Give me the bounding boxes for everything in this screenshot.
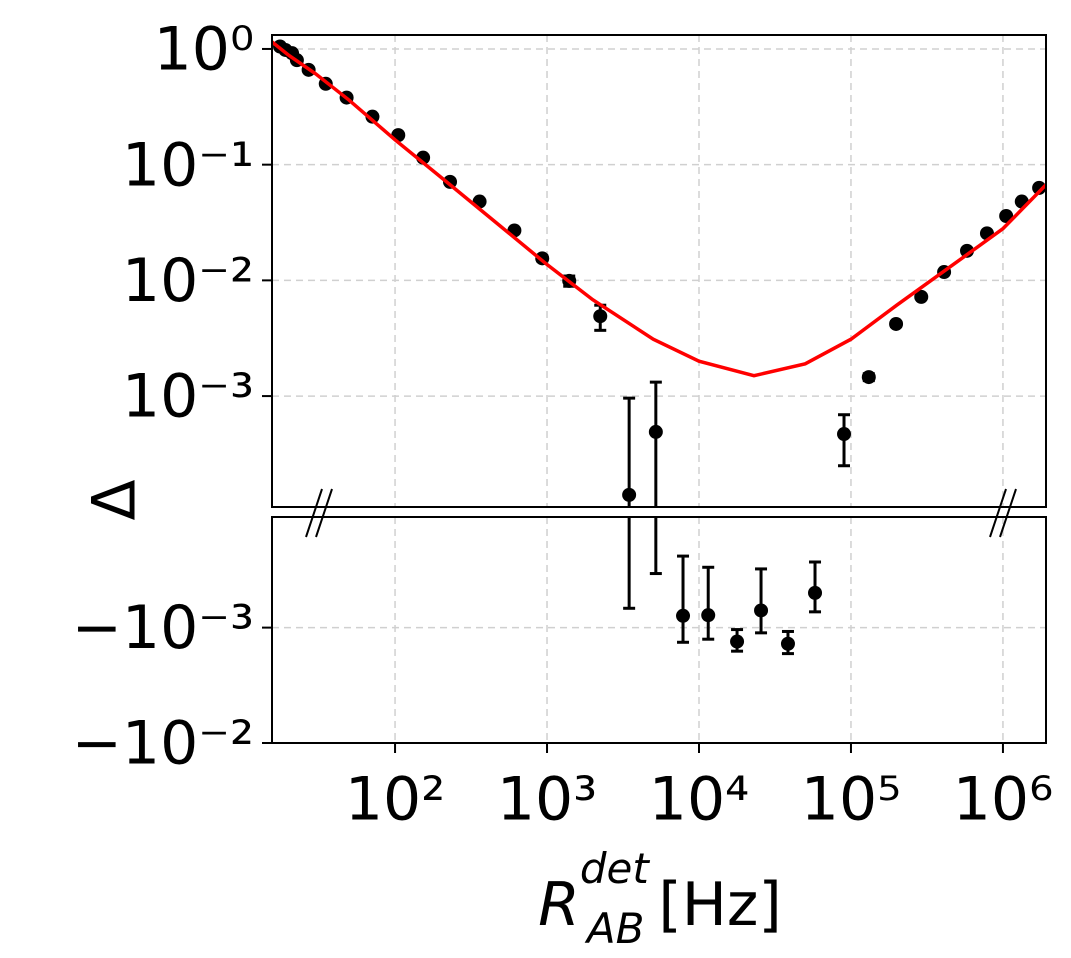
y-axis-label: Δ <box>80 479 150 520</box>
data-point <box>730 634 745 649</box>
grid <box>272 35 1046 744</box>
data-point <box>914 289 929 304</box>
x-tick-label: 10⁵ <box>801 765 901 835</box>
y-tick-label: −10⁻² <box>72 709 254 779</box>
data-point <box>701 608 716 623</box>
data-point <box>622 487 637 502</box>
y-tick-label: 10⁰ <box>154 15 254 85</box>
marks <box>272 39 1046 656</box>
data-point <box>1032 180 1046 195</box>
x-label-symbol: R <box>538 870 580 940</box>
y-tick-label: 10⁻¹ <box>122 130 254 200</box>
ticks: 10² 10³ 10⁴ 10⁵ 10⁶ 10⁰ 10⁻¹ 10⁻² 10⁻³ −10⁻³ −10⁻² <box>72 15 1053 835</box>
x-tick-label: 10⁶ <box>953 765 1053 835</box>
data-point <box>889 316 904 331</box>
data-point <box>808 585 823 600</box>
data-point <box>365 109 380 124</box>
data-point <box>861 370 876 385</box>
data-point <box>648 424 663 439</box>
x-tick-label: 10² <box>345 765 445 835</box>
data-point <box>593 309 608 324</box>
data-point <box>959 243 974 258</box>
data-point <box>754 603 769 618</box>
x-tick-label: 10⁴ <box>649 765 749 835</box>
y-tick-label: 10⁻² <box>122 246 254 316</box>
x-axis-label: Rdet AB [Hz] <box>538 844 782 953</box>
x-tick-label: 10³ <box>497 765 597 835</box>
y-tick-label: 10⁻³ <box>122 362 254 432</box>
y-tick-label: −10⁻³ <box>72 593 254 663</box>
data-point <box>837 427 852 442</box>
data-point <box>780 636 795 651</box>
fit-line <box>272 40 1046 378</box>
axes-frame <box>271 34 1047 744</box>
x-label-unit: [Hz] <box>658 870 781 940</box>
x-label-subscript: AB <box>584 904 645 953</box>
x-label-superscript: det <box>580 844 651 893</box>
data-point <box>676 608 691 623</box>
